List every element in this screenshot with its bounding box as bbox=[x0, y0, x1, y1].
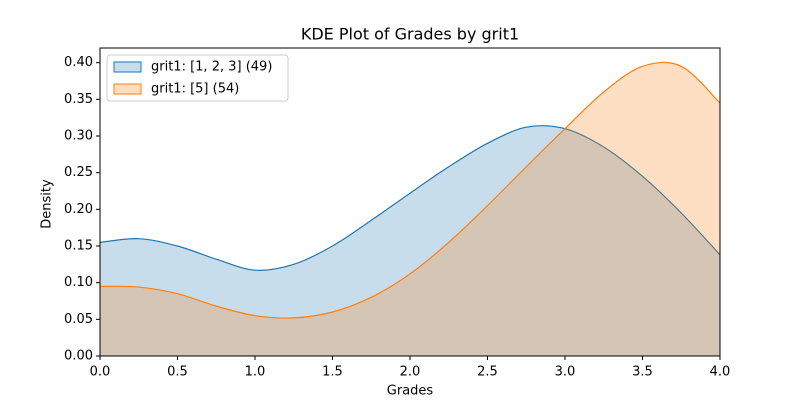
legend-swatch bbox=[113, 61, 142, 73]
x-tick-label: 3.5 bbox=[632, 365, 653, 380]
x-tick-label: 3.0 bbox=[555, 365, 576, 380]
y-tick-label: 0.10 bbox=[64, 275, 93, 290]
y-tick-label: 0.30 bbox=[64, 129, 93, 144]
y-tick-label: 0.35 bbox=[64, 92, 93, 107]
legend-swatch bbox=[113, 83, 142, 95]
y-axis-label: Density bbox=[40, 179, 55, 229]
y-tick-label: 0.15 bbox=[64, 239, 93, 254]
y-tick-label: 0.00 bbox=[64, 349, 93, 364]
legend-label: grit1: [5] (54) bbox=[151, 82, 239, 97]
area-fill bbox=[100, 62, 720, 357]
x-tick-label: 1.0 bbox=[245, 365, 266, 380]
density-line bbox=[99, 61, 721, 319]
x-tick-label: 2.5 bbox=[477, 365, 498, 380]
x-tick-label: 2.0 bbox=[400, 365, 421, 380]
legend-box bbox=[106, 54, 289, 102]
y-tick-label: 0.20 bbox=[64, 202, 93, 217]
x-tick-label: 0.0 bbox=[90, 365, 111, 380]
y-tick-label: 0.25 bbox=[64, 165, 93, 180]
area-fill bbox=[100, 125, 720, 356]
y-tick-label: 0.05 bbox=[64, 312, 93, 327]
x-tick-label: 1.5 bbox=[322, 365, 343, 380]
x-axis-label: Grades bbox=[387, 384, 434, 399]
density-line bbox=[99, 125, 721, 271]
y-tick-label: 0.40 bbox=[64, 55, 93, 70]
x-tick-label: 0.5 bbox=[167, 365, 188, 380]
chart-title: KDE Plot of Grades by grit1 bbox=[301, 25, 519, 44]
legend: grit1: [1, 2, 3] (49) grit1: [5] (54) bbox=[106, 54, 289, 102]
x-tick-label: 4.0 bbox=[710, 365, 731, 380]
legend-label: grit1: [1, 2, 3] (49) bbox=[151, 60, 272, 75]
